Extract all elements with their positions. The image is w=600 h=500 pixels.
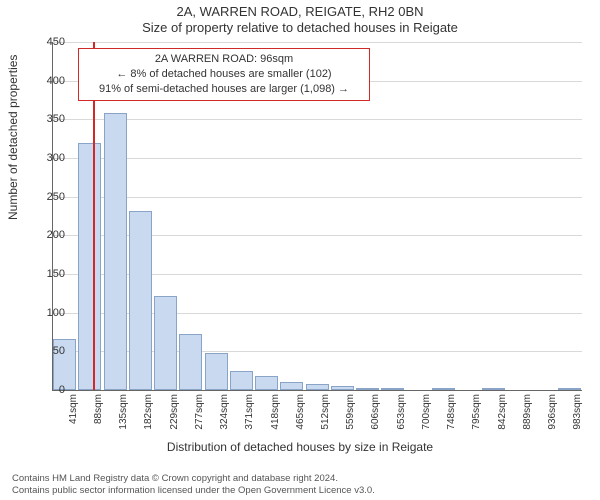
histogram-bar: [255, 376, 278, 390]
x-tick-label: 795sqm: [471, 394, 482, 430]
histogram-bar: [230, 371, 253, 390]
gridline: [52, 119, 582, 120]
y-tick-label: 300: [35, 152, 65, 164]
y-tick-label: 150: [35, 268, 65, 280]
x-tick-label: 559sqm: [345, 394, 356, 430]
x-tick-label: 700sqm: [421, 394, 432, 430]
histogram-bar: [280, 382, 303, 390]
info-box: 2A WARREN ROAD: 96sqm ← 8% of detached h…: [78, 48, 370, 101]
y-tick-label: 0: [35, 384, 65, 396]
x-tick-label: 465sqm: [295, 394, 306, 430]
y-tick-label: 450: [35, 36, 65, 48]
x-tick-label: 889sqm: [522, 394, 533, 430]
y-tick-label: 200: [35, 229, 65, 241]
x-tick-label: 936sqm: [547, 394, 558, 430]
x-tick-label: 229sqm: [169, 394, 180, 430]
x-tick-label: 88sqm: [93, 394, 104, 424]
y-tick-label: 250: [35, 191, 65, 203]
x-axis-label: Distribution of detached houses by size …: [0, 440, 600, 454]
gridline: [52, 42, 582, 43]
title-main: 2A, WARREN ROAD, REIGATE, RH2 0BN: [0, 4, 600, 19]
x-tick-label: 418sqm: [270, 394, 281, 430]
histogram-bar: [104, 113, 127, 390]
x-tick-label: 371sqm: [244, 394, 255, 430]
x-tick-label: 653sqm: [396, 394, 407, 430]
histogram-bar: [205, 353, 228, 390]
info-line-3: 91% of semi-detached houses are larger (…: [85, 82, 363, 97]
x-tick-label: 606sqm: [370, 394, 381, 430]
gridline: [52, 197, 582, 198]
y-tick-label: 100: [35, 307, 65, 319]
info-line-2: ← 8% of detached houses are smaller (102…: [85, 67, 363, 82]
y-axis-label: Number of detached properties: [6, 55, 20, 220]
x-tick-label: 41sqm: [68, 394, 79, 424]
info-line-1: 2A WARREN ROAD: 96sqm: [85, 52, 363, 67]
copyright-line-1: Contains HM Land Registry data © Crown c…: [12, 473, 375, 485]
x-tick-label: 277sqm: [194, 394, 205, 430]
histogram-bar: [179, 334, 202, 390]
x-tick-label: 324sqm: [219, 394, 230, 430]
x-tick-label: 842sqm: [497, 394, 508, 430]
gridline: [52, 158, 582, 159]
y-axis-line: [52, 42, 53, 390]
x-tick-label: 135sqm: [118, 394, 129, 430]
histogram-bar: [129, 211, 152, 390]
x-tick-label: 983sqm: [572, 394, 583, 430]
copyright: Contains HM Land Registry data © Crown c…: [12, 473, 375, 497]
x-axis-line: [52, 390, 582, 391]
x-tick-label: 748sqm: [446, 394, 457, 430]
copyright-line-2: Contains public sector information licen…: [12, 485, 375, 497]
title-sub: Size of property relative to detached ho…: [0, 20, 600, 35]
x-tick-label: 512sqm: [320, 394, 331, 430]
x-tick-label: 182sqm: [143, 394, 154, 430]
histogram-bar: [154, 296, 177, 390]
y-tick-label: 400: [35, 75, 65, 87]
histogram-bar: [78, 143, 101, 390]
y-tick-label: 50: [35, 345, 65, 357]
chart-titles: 2A, WARREN ROAD, REIGATE, RH2 0BN Size o…: [0, 4, 600, 35]
y-tick-label: 350: [35, 113, 65, 125]
